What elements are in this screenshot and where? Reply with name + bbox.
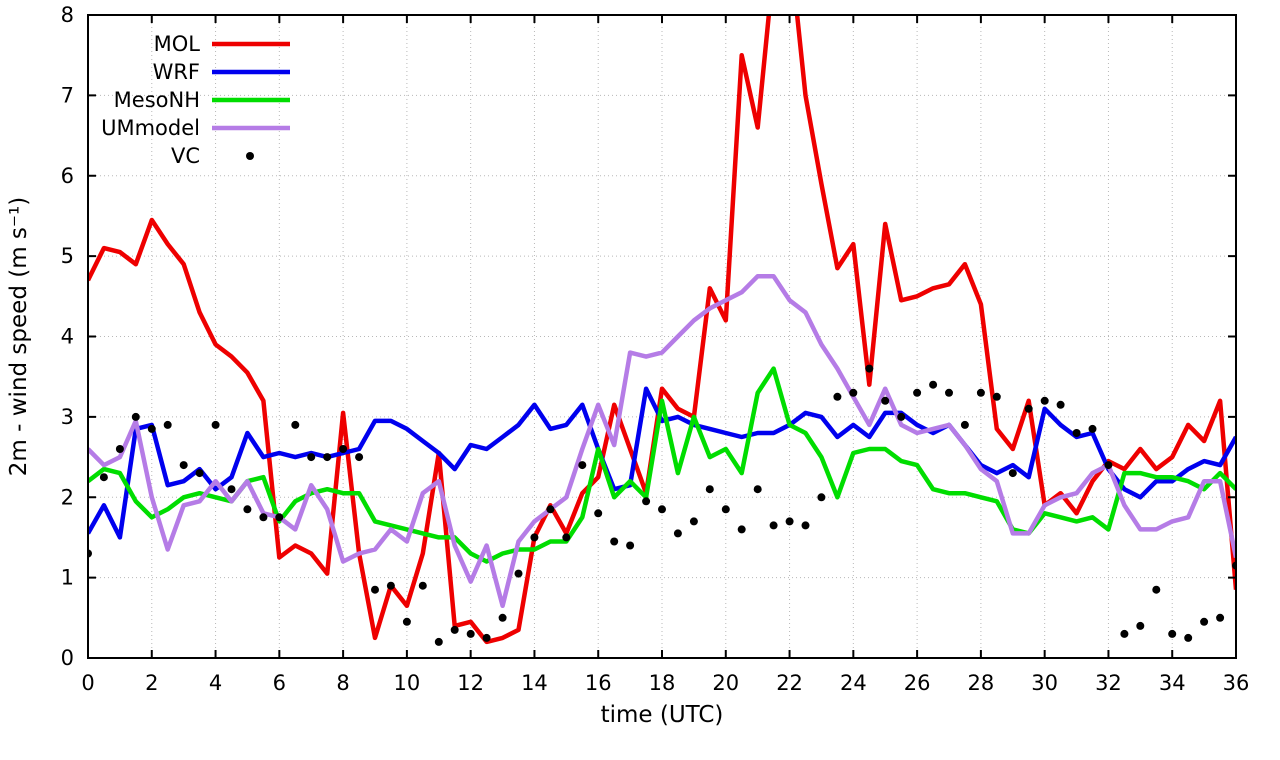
svg-text:34: 34 (1159, 671, 1186, 695)
svg-text:4: 4 (61, 325, 74, 349)
svg-text:2: 2 (145, 671, 158, 695)
y-tick-labels: 0 1 2 3 4 5 6 7 8 (61, 3, 74, 670)
svg-text:1: 1 (61, 566, 74, 590)
svg-text:36: 36 (1223, 671, 1250, 695)
svg-text:14: 14 (521, 671, 548, 695)
legend-item-MesoNH: MesoNH (114, 88, 290, 112)
svg-text:3: 3 (61, 405, 74, 429)
legend-item-WRF: WRF (153, 60, 290, 84)
svg-text:30: 30 (1031, 671, 1058, 695)
series-UMmodel (88, 273, 1236, 609)
series-MesoNH (88, 366, 1236, 564)
x-axis-label: time (UTC) (601, 702, 724, 728)
svg-text:MesoNH: MesoNH (114, 88, 200, 112)
svg-text:22: 22 (776, 671, 803, 695)
grid-lines (87, 14, 1237, 659)
legend-item-MOL: MOL (154, 32, 290, 56)
svg-text:20: 20 (712, 671, 739, 695)
series-MOL (88, 14, 1236, 645)
svg-text:6: 6 (273, 671, 286, 695)
svg-text:5: 5 (61, 244, 74, 268)
y-axis-label: 2m - wind speed (m s⁻¹) (6, 197, 32, 476)
svg-text:26: 26 (904, 671, 931, 695)
svg-text:8: 8 (61, 3, 74, 27)
series-VC (88, 364, 1236, 646)
svg-text:6: 6 (61, 164, 74, 188)
svg-text:VC: VC (171, 144, 200, 168)
svg-text:7: 7 (61, 83, 74, 107)
svg-text:0: 0 (81, 671, 94, 695)
svg-text:28: 28 (968, 671, 995, 695)
x-tick-labels: 0 2 4 6 8 10 12 14 16 18 20 22 24 26 28 30 32 34 36 (81, 671, 1249, 695)
svg-text:24: 24 (840, 671, 867, 695)
svg-text:10: 10 (394, 671, 421, 695)
legend-item-UMmodel: UMmodel (101, 116, 290, 140)
svg-text:8: 8 (336, 671, 349, 695)
svg-text:18: 18 (649, 671, 676, 695)
svg-text:UMmodel: UMmodel (101, 116, 200, 140)
series-WRF (88, 386, 1236, 540)
svg-text:WRF: WRF (153, 60, 200, 84)
plot-border-and-ticks (87, 14, 1237, 659)
svg-text:MOL: MOL (154, 32, 201, 56)
series-group (88, 14, 1236, 646)
svg-text:16: 16 (585, 671, 612, 695)
legend: MOL WRF MesoNH UMmodel VC (101, 32, 290, 168)
svg-text:2: 2 (61, 485, 74, 509)
svg-text:4: 4 (209, 671, 222, 695)
legend-item-VC: VC (171, 144, 254, 168)
svg-text:0: 0 (61, 646, 74, 670)
svg-text:12: 12 (457, 671, 484, 695)
svg-text:32: 32 (1095, 671, 1122, 695)
